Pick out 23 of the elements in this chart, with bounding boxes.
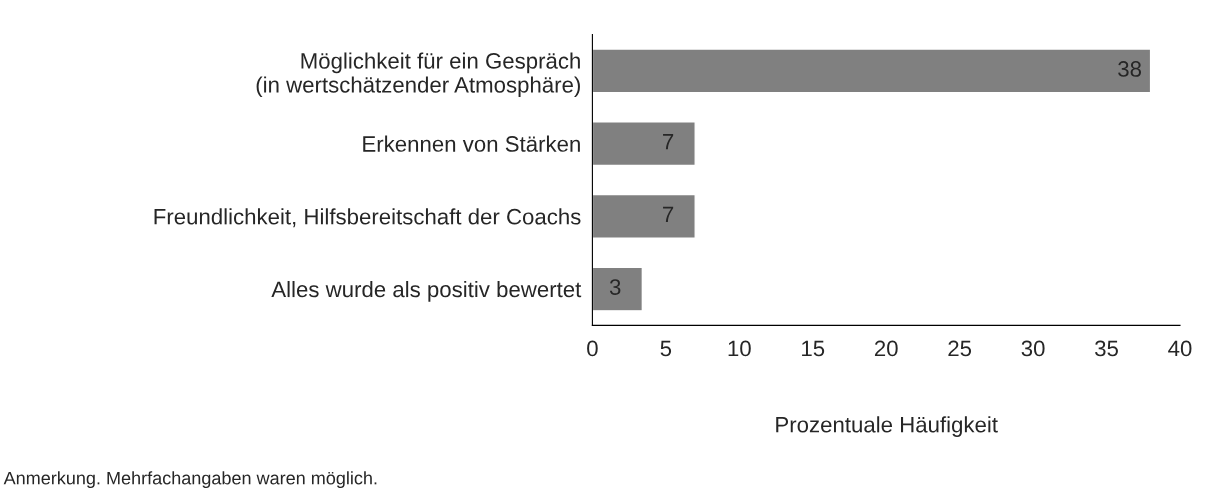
x-tick-label: 5	[660, 340, 672, 357]
x-tick-label: 20	[874, 340, 898, 357]
y-tick-label: Freundlichkeit, Hilfsbereitschaft der Coachs	[154, 208, 581, 228]
y-tick-label: Erkennen von Stärken	[363, 135, 580, 152]
x-tick-label: 35	[1095, 340, 1118, 357]
x-axis-title: Prozentuale Häufigkeit	[776, 416, 998, 437]
x-tick-label: 15	[802, 340, 825, 357]
x-tick-label: 30	[1021, 340, 1045, 357]
bar	[592, 193, 696, 239]
data-label: 7	[663, 134, 674, 150]
x-tick-label: 0	[587, 340, 598, 357]
bar	[592, 121, 696, 167]
data-label: 7	[663, 206, 674, 223]
text: Anmerkung. Mehrfachangaben waren möglich.	[3, 471, 377, 489]
x-tick-label: 40	[1168, 340, 1192, 357]
data-label: 38	[1118, 61, 1142, 77]
bar	[592, 266, 644, 312]
data-label: 3	[609, 279, 621, 295]
x-tick-label: 10	[728, 340, 751, 357]
x-tick-label: 25	[948, 340, 972, 357]
bar	[592, 48, 1152, 94]
y-tick-label: Alles wurde als positiv bewertet	[271, 280, 582, 302]
y-tick-label: Möglichkeit für ein Gespräch (in wertschätzender Atmosphäre)	[256, 52, 580, 98]
